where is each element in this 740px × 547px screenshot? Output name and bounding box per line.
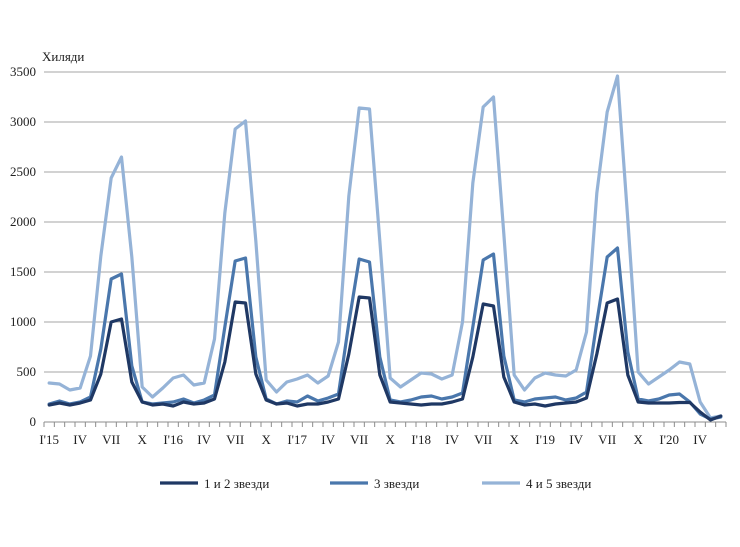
y-tick-label: 0 (30, 414, 37, 429)
x-tick-label: VII (474, 432, 492, 447)
y-tick-label: 1000 (10, 314, 36, 329)
y-axis-label: Хиляди (42, 49, 84, 64)
y-tick-label: 3500 (10, 64, 36, 79)
legend: 1 и 2 звезди 3 звезди 4 и 5 звезди (160, 476, 591, 491)
y-tick-label: 2000 (10, 214, 36, 229)
y-tick-label: 3000 (10, 114, 36, 129)
legend-label: 4 и 5 звезди (526, 476, 591, 491)
x-tick-label: X (633, 432, 643, 447)
series-line-3 (47, 74, 723, 420)
x-tick-label: I'17 (287, 432, 307, 447)
x-tick-label: IV (693, 432, 707, 447)
grid-lines (44, 71, 726, 373)
x-tick-label: IV (197, 432, 211, 447)
x-tick-label: I'16 (163, 432, 183, 447)
x-tick-label: VII (350, 432, 368, 447)
x-tick-label: X (261, 432, 271, 447)
x-tick-label: VII (102, 432, 120, 447)
x-tick-label: VII (226, 432, 244, 447)
x-tick-label: X (137, 432, 147, 447)
y-tick-label: 500 (17, 364, 37, 379)
x-tick-label: IV (321, 432, 335, 447)
x-tick-label: I'19 (535, 432, 555, 447)
x-tick-label: IV (445, 432, 459, 447)
series-line-1 (47, 295, 723, 422)
series-lines (47, 74, 723, 422)
x-tick-label: IV (569, 432, 583, 447)
legend-label: 1 и 2 звезди (204, 476, 269, 491)
y-tick-label: 1500 (10, 264, 36, 279)
axes: 0 500 1000 1500 2000 2500 3000 3500 I'15 IV VII X I'… (10, 64, 727, 447)
x-tick-label: X (509, 432, 519, 447)
x-tick-label: IV (73, 432, 87, 447)
x-tick-label: I'20 (659, 432, 679, 447)
x-tick-label: X (385, 432, 395, 447)
x-tick-label: I'18 (411, 432, 431, 447)
x-tick-label: I'15 (39, 432, 59, 447)
x-tick-label: VII (598, 432, 616, 447)
y-tick-label: 2500 (10, 164, 36, 179)
legend-label: 3 звезди (374, 476, 419, 491)
